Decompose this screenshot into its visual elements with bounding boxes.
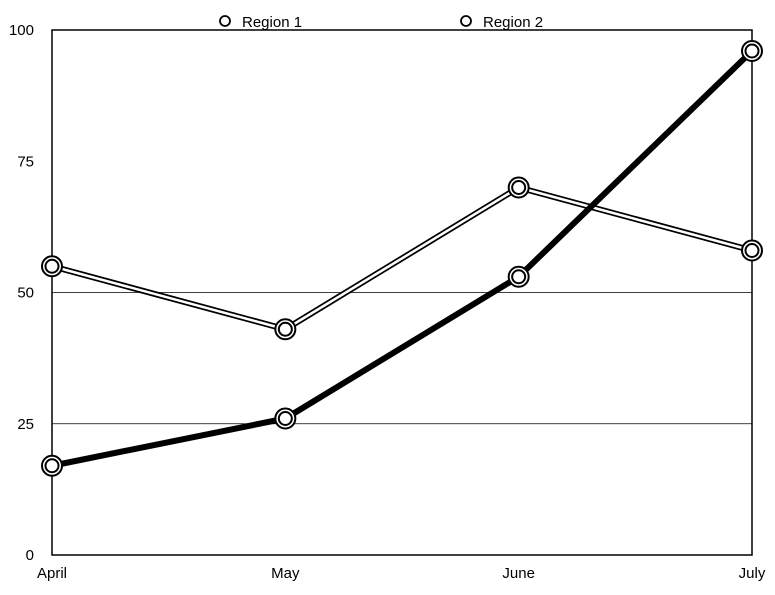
- y-tick-label: 25: [17, 416, 34, 433]
- series-1: [41, 176, 763, 341]
- plot-area-frame: [51, 29, 753, 556]
- y-tick-label: 0: [26, 547, 34, 564]
- data-point-inner: [511, 269, 527, 285]
- data-point-inner: [744, 43, 760, 59]
- data-point-inner: [744, 243, 760, 258]
- y-tick-label: 100: [9, 22, 34, 39]
- series-line-inner: [51, 186, 753, 331]
- x-tick-label: June: [502, 565, 535, 582]
- data-point-inner: [277, 411, 293, 426]
- gridlines: [52, 292, 752, 425]
- data-point-inner: [44, 258, 60, 274]
- legend-label: Region 1: [242, 14, 302, 31]
- x-tick-label: April: [37, 565, 67, 582]
- legend-marker: [219, 15, 231, 27]
- y-tick-label: 75: [17, 153, 34, 170]
- series-group: [41, 40, 763, 477]
- y-axis-ticks: 0 25 50 75 100: [9, 22, 34, 564]
- legend-label: Region 2: [483, 14, 543, 31]
- data-point-inner: [277, 321, 293, 337]
- series-line: [51, 48, 755, 469]
- series-2: [41, 40, 763, 477]
- legend-item: Region 1: [219, 14, 302, 31]
- legend-item: Region 2: [460, 14, 543, 31]
- x-tick-label: May: [271, 565, 300, 582]
- data-point-inner: [511, 180, 527, 195]
- x-axis-ticks: April May June July: [37, 565, 766, 582]
- legend: Region 1 Region 2: [219, 14, 543, 31]
- x-tick-label: July: [739, 565, 766, 582]
- y-tick-label: 50: [17, 285, 34, 302]
- data-point-inner: [44, 458, 60, 474]
- legend-marker: [460, 15, 472, 27]
